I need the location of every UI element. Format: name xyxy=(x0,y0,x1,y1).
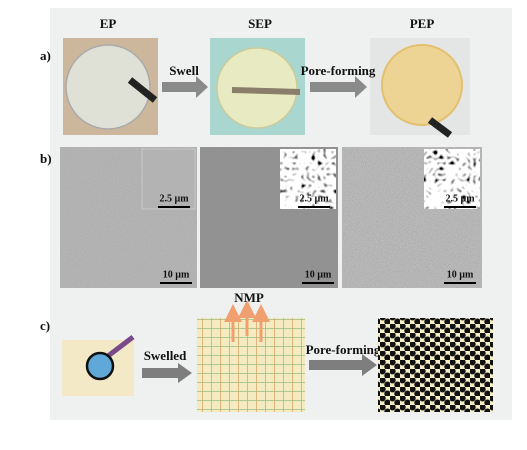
arrow xyxy=(310,76,367,98)
sem-image xyxy=(200,147,338,288)
arrow-label: Swelled xyxy=(144,348,187,363)
scale-label: 10 µm xyxy=(305,269,332,280)
arrow-label: Swell xyxy=(169,63,199,78)
photo-sep xyxy=(210,38,305,135)
porous-structure xyxy=(378,318,493,412)
arrow xyxy=(142,363,192,383)
scale-label: 10 µm xyxy=(447,269,474,280)
panel-label: a) xyxy=(40,48,51,63)
solvent-label: NMP xyxy=(234,290,264,305)
sample-title: EP xyxy=(100,16,117,31)
scale-label: 2.5 µm xyxy=(299,193,329,204)
sample-title: PEP xyxy=(410,16,435,31)
sem-image xyxy=(342,147,482,288)
panel-label: c) xyxy=(40,318,50,333)
schematic-membrane xyxy=(62,335,135,396)
scale-label: 10 µm xyxy=(163,269,190,280)
solvent-arrows xyxy=(224,300,270,342)
scale-bars xyxy=(158,206,476,284)
photo-ep xyxy=(63,38,158,135)
panel-label: b) xyxy=(40,151,52,166)
arrow-label: Pore-forming xyxy=(301,63,376,78)
scale-label: 2.5 µm xyxy=(445,193,475,204)
sample-title: SEP xyxy=(248,16,272,31)
photo-pep xyxy=(370,38,470,138)
sem-image xyxy=(60,147,197,288)
arrow xyxy=(309,354,377,376)
arrow xyxy=(162,76,208,98)
arrow-label: Pore-forming xyxy=(306,342,381,357)
swelled-network xyxy=(197,318,305,412)
scale-label: 2.5 µm xyxy=(159,193,189,204)
